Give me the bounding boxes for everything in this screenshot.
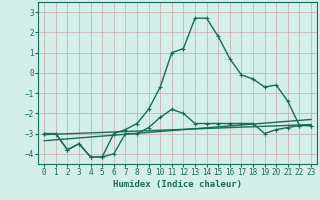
- X-axis label: Humidex (Indice chaleur): Humidex (Indice chaleur): [113, 180, 242, 189]
